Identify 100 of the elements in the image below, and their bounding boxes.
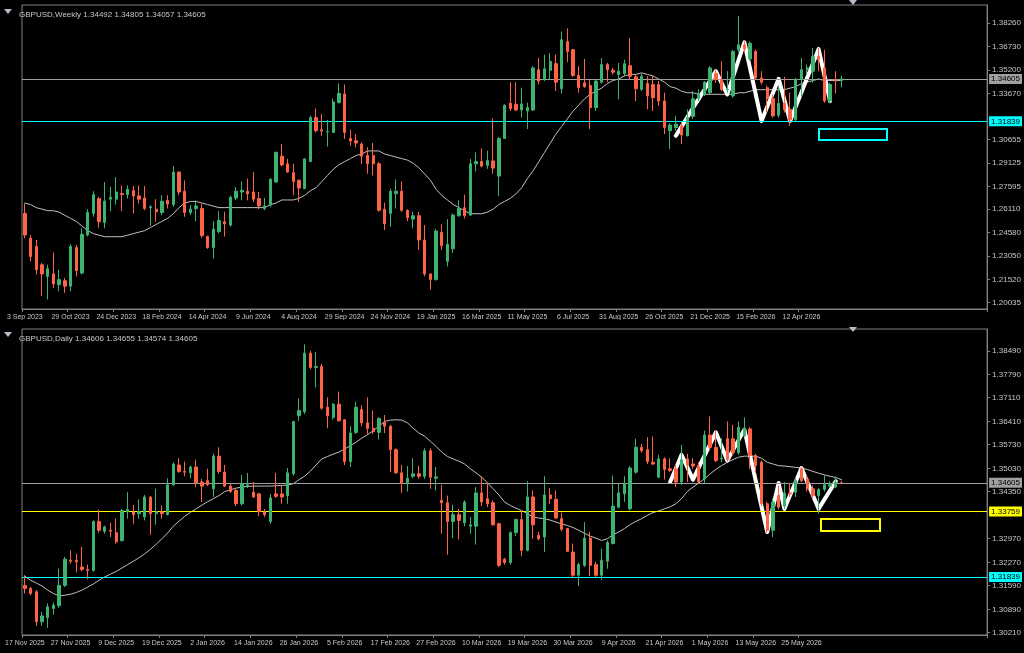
candlestick: [297, 178, 301, 203]
candlestick: [440, 223, 443, 251]
candlestick: [97, 509, 101, 534]
ref-line-label: 1.31839: [991, 572, 1021, 582]
candlestick: [600, 57, 603, 84]
candlestick: [337, 82, 341, 104]
candlestick: [714, 69, 718, 84]
candlestick: [372, 410, 375, 435]
y-tick-label: 1.26110: [992, 204, 1021, 214]
candlestick: [103, 525, 106, 535]
candlestick: [840, 75, 843, 88]
candlestick: [252, 481, 255, 499]
candlestick: [194, 199, 198, 222]
candlestick: [526, 480, 529, 552]
line-series: [24, 72, 842, 238]
candlestick: [794, 77, 797, 123]
candlestick: [75, 244, 78, 277]
y-tick-label: 1.36730: [992, 41, 1022, 51]
candlestick: [52, 601, 55, 616]
candlestick: [657, 80, 660, 107]
candlestick: [23, 574, 27, 595]
candlestick: [120, 184, 124, 212]
candlestick: [554, 490, 558, 520]
candlestick: [623, 475, 626, 503]
candlestick: [200, 202, 204, 239]
candlestick: [611, 475, 615, 546]
candlestick: [737, 15, 740, 53]
candlestick: [577, 562, 580, 587]
y-tick-label: 1.24580: [992, 227, 1022, 237]
candlestick: [263, 508, 266, 518]
ref-line-label: 1.34605: [991, 478, 1021, 488]
candlestick: [543, 475, 546, 553]
y-tick-label: 1.20035: [992, 297, 1022, 307]
candlestick: [389, 424, 392, 473]
candlestick: [217, 210, 221, 234]
candlestick: [417, 211, 421, 251]
candlestick: [474, 486, 478, 546]
candlestick: [223, 211, 226, 238]
candlestick: [40, 262, 44, 297]
candlestick: [549, 52, 552, 80]
candlestick: [137, 184, 141, 204]
candlestick: [651, 435, 655, 466]
candlestick: [29, 234, 32, 262]
candlestick: [97, 196, 101, 229]
candlestick: [332, 98, 335, 134]
candlestick: [628, 465, 632, 512]
candlestick: [497, 522, 501, 568]
ref-line-label: 1.34605: [991, 74, 1021, 84]
candlestick: [149, 204, 152, 227]
candlestick: [166, 194, 169, 210]
candlestick: [811, 484, 815, 499]
y-tick-label: 1.38260: [992, 18, 1022, 28]
candlestick: [800, 57, 803, 98]
candlestick: [349, 129, 352, 147]
y-tick-label: 1.36410: [992, 416, 1022, 426]
candlestick: [457, 508, 461, 540]
candlestick: [155, 488, 158, 526]
candlestick: [35, 239, 38, 276]
candlestick: [800, 466, 803, 483]
candlestick: [589, 79, 592, 130]
candlestick: [703, 430, 706, 485]
candlestick: [663, 456, 666, 481]
candlestick: [543, 54, 546, 82]
candlestick: [183, 179, 186, 218]
candlestick: [126, 184, 129, 200]
candlestick: [194, 459, 198, 488]
candlestick: [480, 475, 483, 507]
candlestick: [63, 277, 67, 294]
candlestick: [583, 58, 586, 89]
candlestick: [526, 102, 529, 130]
candlestick: [257, 191, 261, 210]
candlestick: [177, 457, 181, 474]
candlestick: [343, 83, 346, 140]
candlestick: [777, 484, 780, 511]
candlestick: [491, 499, 495, 527]
candlestick: [589, 531, 592, 577]
candlestick: [155, 198, 158, 223]
candlestick: [731, 424, 735, 456]
candlestick: [389, 188, 392, 228]
candlestick: [212, 453, 215, 498]
candlestick: [600, 548, 603, 581]
candlestick: [777, 85, 780, 119]
candlestick: [429, 272, 432, 291]
candlestick: [423, 447, 426, 480]
y-tick-label: 1.34350: [992, 487, 1022, 497]
candlestick: [92, 519, 95, 573]
candlestick: [731, 49, 735, 99]
candlestick: [469, 516, 472, 535]
candlestick: [309, 350, 312, 370]
candlestick: [680, 444, 683, 486]
y-tick-label: 1.32270: [992, 557, 1022, 567]
candlestick: [566, 27, 569, 63]
candlestick: [668, 122, 672, 150]
candlestick: [726, 70, 729, 94]
candlestick: [628, 37, 632, 80]
candlestick: [537, 57, 540, 85]
candlestick: [520, 87, 523, 119]
candlestick: [806, 475, 809, 493]
candlestick: [828, 480, 832, 488]
candlestick: [594, 561, 598, 578]
